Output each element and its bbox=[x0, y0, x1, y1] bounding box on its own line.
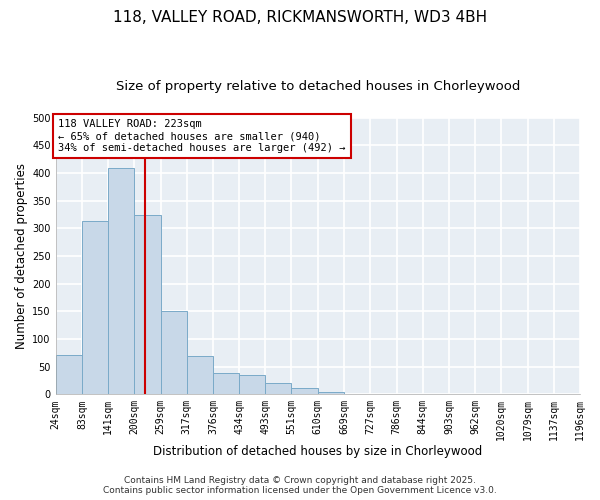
X-axis label: Distribution of detached houses by size in Chorleywood: Distribution of detached houses by size … bbox=[153, 444, 482, 458]
Bar bbox=[187, 356, 213, 395]
Bar bbox=[265, 384, 292, 394]
Text: Contains HM Land Registry data © Crown copyright and database right 2025.
Contai: Contains HM Land Registry data © Crown c… bbox=[103, 476, 497, 495]
Bar bbox=[56, 354, 82, 395]
Bar bbox=[108, 168, 134, 394]
Bar bbox=[134, 214, 161, 394]
Text: 118 VALLEY ROAD: 223sqm
← 65% of detached houses are smaller (940)
34% of semi-d: 118 VALLEY ROAD: 223sqm ← 65% of detache… bbox=[58, 120, 346, 152]
Bar bbox=[213, 374, 239, 394]
Title: Size of property relative to detached houses in Chorleywood: Size of property relative to detached ho… bbox=[116, 80, 520, 93]
Y-axis label: Number of detached properties: Number of detached properties bbox=[15, 163, 28, 349]
Bar bbox=[161, 312, 187, 394]
Bar bbox=[318, 392, 344, 394]
Bar bbox=[239, 375, 265, 394]
Bar bbox=[82, 221, 108, 394]
Text: 118, VALLEY ROAD, RICKMANSWORTH, WD3 4BH: 118, VALLEY ROAD, RICKMANSWORTH, WD3 4BH bbox=[113, 10, 487, 25]
Bar bbox=[292, 388, 318, 394]
